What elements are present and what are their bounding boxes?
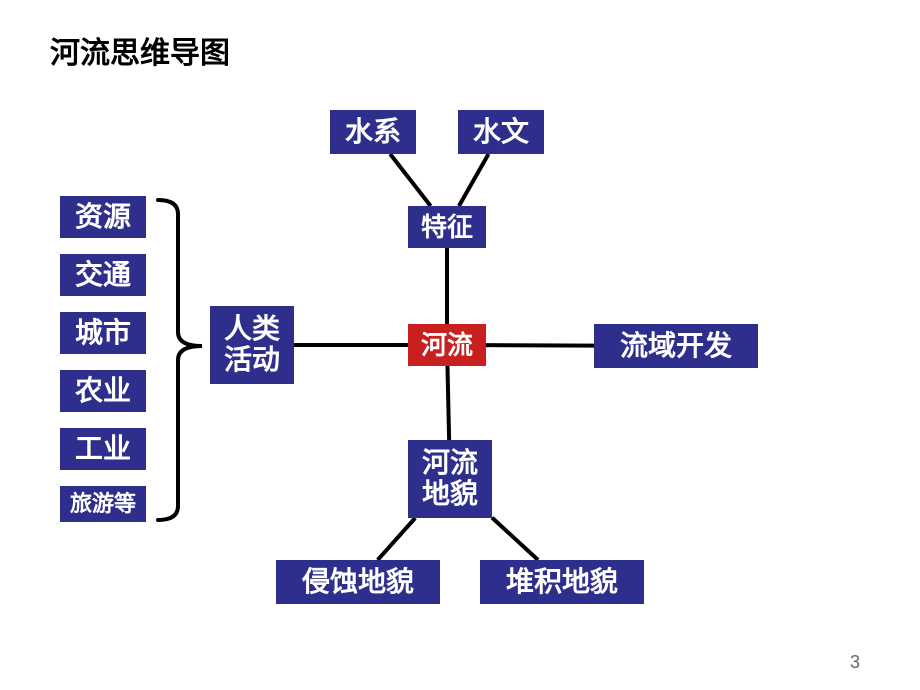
edge-feature-shuixi [390, 154, 431, 206]
node-dimao: 河流 地貌 [408, 440, 492, 518]
node-center: 河流 [408, 324, 486, 366]
edge-feature-shuiwen [459, 154, 489, 206]
page-number: 3 [850, 652, 860, 673]
node-shuixi: 水系 [330, 110, 416, 154]
diagram-canvas: 河流思维导图 河流 特征 水系水文流域开发河流 地貌侵蚀地貌堆积地貌 人类 活动 资源交… [0, 0, 920, 690]
brace-icon [158, 200, 202, 520]
edge-dimao-duiji [492, 518, 538, 560]
node-ziyuan: 资源 [60, 196, 146, 238]
node-feature: 特征 [408, 206, 486, 248]
page-title: 河流思维导图 [50, 28, 230, 72]
node-nongye: 农业 [60, 370, 146, 412]
node-duiji: 堆积地貌 [480, 560, 644, 604]
node-lvyou: 旅游等 [60, 486, 146, 522]
node-renlei: 人类 活动 [210, 306, 294, 384]
node-chengshi: 城市 [60, 312, 146, 354]
node-youyu: 流域开发 [594, 324, 758, 368]
node-qinshi: 侵蚀地貌 [276, 560, 440, 604]
edge-center-dimao [447, 366, 449, 440]
node-shuiwen: 水文 [458, 110, 544, 154]
node-jiaotong: 交通 [60, 254, 146, 296]
edge-dimao-qinshi [378, 518, 416, 560]
node-gongye: 工业 [60, 428, 146, 470]
